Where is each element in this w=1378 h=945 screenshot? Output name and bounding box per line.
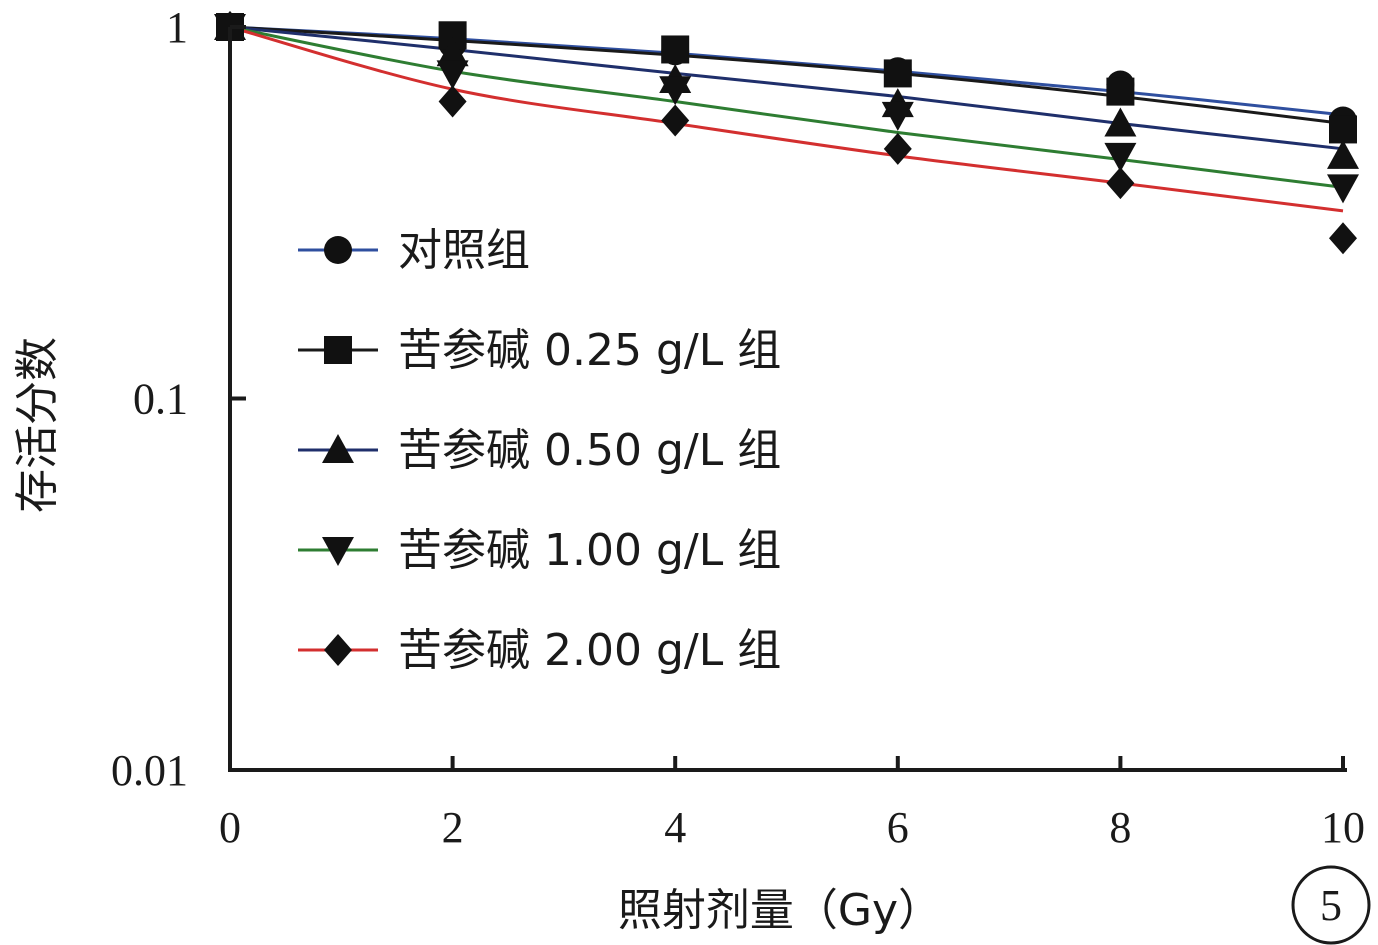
fit-line-series-5 — [229, 25, 1344, 213]
x-tick-label: 4 — [664, 803, 686, 852]
data-point-series-4 — [1104, 142, 1137, 172]
data-point-series-4 — [881, 101, 914, 131]
legend-marker-1 — [324, 236, 352, 264]
data-markers — [214, 11, 1359, 255]
data-point-series-5 — [883, 132, 912, 165]
data-point-series-3 — [1327, 139, 1359, 169]
data-point-series-2 — [1329, 115, 1357, 144]
x-tick-label: 6 — [887, 803, 909, 852]
panel-label: 5 — [1291, 865, 1371, 945]
legend-marker-2 — [324, 336, 352, 364]
y-tick-label: 0.1 — [133, 375, 188, 424]
data-point-series-5 — [438, 85, 467, 118]
fit-line-series-2 — [229, 25, 1344, 125]
data-point-series-2 — [883, 59, 912, 88]
x-axis-title: 照射剂量（Gy） — [618, 885, 942, 936]
legend-marker-3 — [322, 434, 354, 463]
data-point-series-5 — [1106, 167, 1135, 200]
x-tick-label: 2 — [442, 803, 464, 852]
data-point-series-4 — [659, 76, 692, 106]
x-ticks: 0 2 4 6 8 10 — [219, 756, 1365, 852]
x-tick-label: 0 — [219, 803, 241, 852]
panel-label-text: 5 — [1320, 881, 1342, 930]
data-point-series-5 — [661, 104, 690, 137]
data-point-series-4 — [436, 60, 469, 90]
fit-line-series-3 — [229, 25, 1344, 151]
y-ticks: 0.01 0.1 1 — [111, 3, 246, 795]
legend-label-4: 苦参碱 1.00 g/L 组 — [398, 525, 781, 576]
axes — [228, 27, 1347, 772]
fit-line-series-4 — [229, 25, 1344, 189]
data-point-series-3 — [1104, 107, 1137, 137]
data-point-series-3 — [436, 37, 469, 67]
data-point-series-2 — [1106, 77, 1135, 106]
legend-marker-5 — [324, 634, 352, 666]
y-tick-label: 0.01 — [111, 746, 188, 795]
legend-marker-4 — [322, 537, 354, 566]
panel-label-circle — [1291, 865, 1371, 945]
data-point-series-2 — [661, 35, 690, 64]
fit-lines — [229, 25, 1344, 213]
y-tick-label: 1 — [166, 3, 188, 52]
legend-label-1: 对照组 — [398, 225, 530, 276]
fit-line-series-1 — [229, 25, 1344, 117]
legend-label-3: 苦参碱 0.50 g/L 组 — [398, 425, 781, 476]
legend-label-2: 苦参碱 0.25 g/L 组 — [398, 325, 781, 376]
data-point-series-5 — [1329, 222, 1357, 255]
x-tick-label: 10 — [1321, 803, 1365, 852]
x-tick-label: 8 — [1109, 803, 1131, 852]
data-point-series-4 — [1327, 174, 1359, 204]
y-axis-title: 存活分数 — [12, 337, 63, 513]
legend-label-5: 苦参碱 2.00 g/L 组 — [398, 625, 781, 676]
